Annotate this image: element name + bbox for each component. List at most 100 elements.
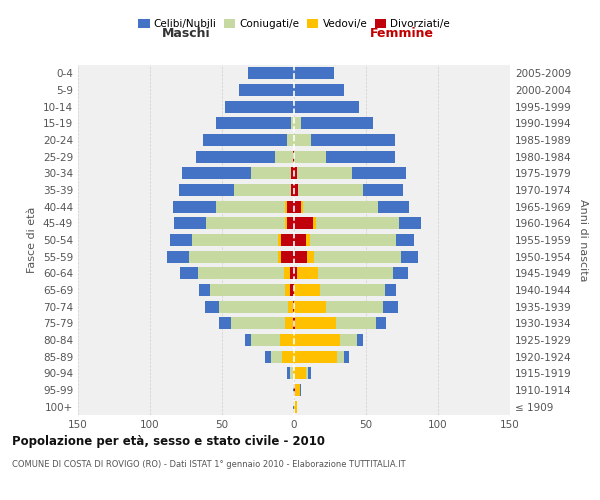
Bar: [314, 250, 401, 262]
Bar: [352, 168, 406, 179]
Bar: [326, 150, 395, 162]
Bar: [363, 184, 403, 196]
Bar: [294, 68, 334, 80]
Bar: [290, 284, 294, 296]
Bar: [298, 184, 363, 196]
Bar: [377, 200, 409, 212]
Bar: [376, 318, 386, 330]
Bar: [401, 250, 418, 262]
Bar: [294, 368, 305, 380]
Bar: [283, 350, 294, 362]
Bar: [294, 168, 297, 179]
Bar: [265, 350, 271, 362]
Bar: [294, 234, 305, 246]
Bar: [319, 268, 394, 280]
Bar: [294, 384, 295, 396]
Bar: [205, 300, 219, 312]
Bar: [294, 200, 301, 212]
Bar: [203, 134, 287, 146]
Bar: [230, 318, 286, 330]
Bar: [167, 250, 189, 262]
Bar: [233, 184, 291, 196]
Text: Popolazione per età, sesso e stato civile - 2010: Popolazione per età, sesso e stato civil…: [12, 435, 325, 448]
Bar: [294, 118, 301, 130]
Bar: [294, 300, 326, 312]
Bar: [216, 200, 286, 212]
Y-axis label: Anni di nascita: Anni di nascita: [578, 198, 588, 281]
Bar: [280, 334, 294, 346]
Bar: [307, 250, 314, 262]
Bar: [286, 200, 287, 212]
Bar: [170, 234, 192, 246]
Bar: [294, 134, 311, 146]
Bar: [293, 384, 294, 396]
Bar: [294, 268, 297, 280]
Bar: [173, 200, 216, 212]
Bar: [340, 334, 358, 346]
Bar: [396, 234, 413, 246]
Bar: [385, 284, 396, 296]
Bar: [287, 368, 290, 380]
Bar: [286, 218, 287, 230]
Bar: [206, 218, 286, 230]
Bar: [180, 268, 197, 280]
Bar: [251, 334, 280, 346]
Bar: [288, 300, 293, 312]
Bar: [216, 118, 291, 130]
Bar: [287, 134, 294, 146]
Bar: [294, 400, 297, 412]
Bar: [294, 218, 313, 230]
Bar: [219, 318, 230, 330]
Bar: [286, 318, 293, 330]
Bar: [175, 218, 206, 230]
Bar: [294, 184, 298, 196]
Bar: [310, 234, 396, 246]
Bar: [211, 284, 286, 296]
Bar: [294, 150, 326, 162]
Bar: [305, 234, 310, 246]
Bar: [278, 250, 281, 262]
Bar: [225, 100, 294, 112]
Bar: [281, 234, 294, 246]
Bar: [197, 268, 284, 280]
Bar: [295, 384, 300, 396]
Bar: [290, 368, 293, 380]
Bar: [295, 318, 336, 330]
Bar: [278, 234, 281, 246]
Bar: [293, 300, 294, 312]
Bar: [301, 200, 302, 212]
Bar: [182, 168, 251, 179]
Bar: [301, 118, 373, 130]
Bar: [337, 350, 344, 362]
Bar: [308, 368, 311, 380]
Bar: [291, 118, 294, 130]
Bar: [196, 150, 275, 162]
Bar: [297, 268, 319, 280]
Bar: [294, 284, 320, 296]
Bar: [294, 318, 295, 330]
Bar: [293, 150, 294, 162]
Bar: [239, 84, 294, 96]
Bar: [219, 300, 288, 312]
Bar: [293, 368, 294, 380]
Bar: [344, 350, 349, 362]
Bar: [320, 284, 385, 296]
Bar: [293, 318, 294, 330]
Text: Femmine: Femmine: [370, 27, 434, 40]
Bar: [326, 300, 383, 312]
Bar: [245, 334, 251, 346]
Bar: [311, 134, 395, 146]
Bar: [297, 168, 352, 179]
Bar: [275, 150, 293, 162]
Bar: [294, 84, 344, 96]
Bar: [199, 284, 211, 296]
Bar: [294, 334, 340, 346]
Bar: [316, 218, 399, 230]
Bar: [286, 284, 290, 296]
Text: COMUNE DI COSTA DI ROVIGO (RO) - Dati ISTAT 1° gennaio 2010 - Elaborazione TUTTI: COMUNE DI COSTA DI ROVIGO (RO) - Dati IS…: [12, 460, 406, 469]
Bar: [287, 200, 294, 212]
Bar: [336, 318, 376, 330]
Legend: Celibi/Nubili, Coniugati/e, Vedovi/e, Divorziati/e: Celibi/Nubili, Coniugati/e, Vedovi/e, Di…: [134, 15, 454, 34]
Bar: [294, 250, 307, 262]
Bar: [251, 168, 291, 179]
